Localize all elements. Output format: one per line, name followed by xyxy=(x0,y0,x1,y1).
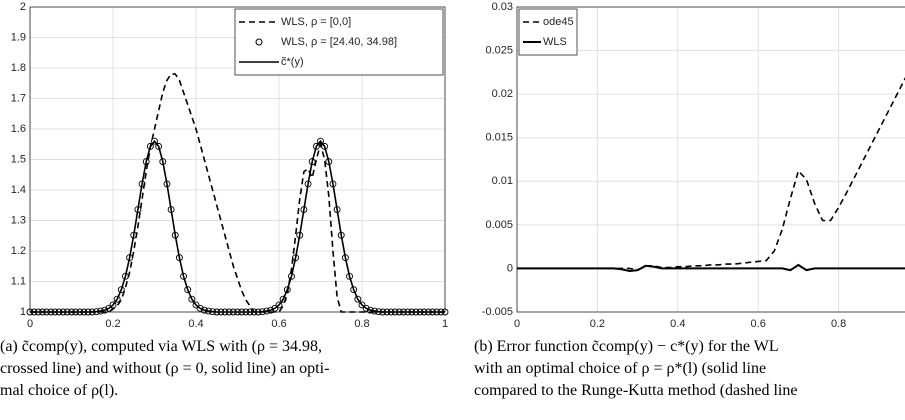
y-tick-label: 0.01 xyxy=(492,175,513,187)
y-tick-label: 1.6 xyxy=(11,123,26,135)
x-tick-label: 0.8 xyxy=(831,318,846,330)
caption-line: mal choice of ρ(l). xyxy=(0,382,119,399)
marker xyxy=(362,304,370,312)
x-tick-label: 1 xyxy=(442,318,448,330)
caption: (b) Error function c̃comp(y) − c*(y) for… xyxy=(474,336,905,402)
caption-line: (a) c̃comp(y), computed via WLS with (ρ … xyxy=(0,338,322,355)
legend-label: WLS xyxy=(543,36,567,48)
legend: ode45 WLS xyxy=(518,8,578,56)
y-tick-label: 0 xyxy=(507,262,513,274)
caption-line: (b) Error function c̃comp(y) − c*(y) for… xyxy=(474,338,779,355)
marker xyxy=(354,295,362,303)
y-tick-label: 1 xyxy=(20,306,26,318)
x-tick-label: 0.2 xyxy=(590,318,605,330)
y-tick-label: -0.005 xyxy=(482,306,513,318)
marker xyxy=(283,286,291,294)
series-line xyxy=(30,139,445,313)
x-tick-label: 0.6 xyxy=(271,318,286,330)
y-tick-label: 1.4 xyxy=(11,184,26,196)
marker xyxy=(151,137,158,145)
series-line xyxy=(517,263,905,273)
x-tick-label: 0.6 xyxy=(751,318,766,330)
y-tick-label: 0.03 xyxy=(492,1,513,13)
x-tick-label: 0 xyxy=(514,318,520,330)
y-tick-label: 0.005 xyxy=(485,219,513,231)
marker xyxy=(192,301,200,309)
y-tick-label: 0.025 xyxy=(485,44,513,56)
x-tick-label: 0.2 xyxy=(105,318,120,330)
y-tick-label: 1.7 xyxy=(11,92,26,104)
y-tick-label: 1.1 xyxy=(11,275,26,287)
marker xyxy=(109,301,117,309)
legend-box xyxy=(518,8,578,56)
y-tick-label: 0.015 xyxy=(485,132,513,144)
series-line xyxy=(517,77,905,272)
marker xyxy=(117,286,125,294)
marker xyxy=(317,137,324,145)
marker xyxy=(184,286,192,294)
y-tick-label: 1.8 xyxy=(11,62,26,74)
y-tick-label: 1.2 xyxy=(11,245,26,257)
y-tick-label: 1.9 xyxy=(11,31,26,43)
caption-line: crossed line) and without (ρ = 0, solid … xyxy=(0,360,330,377)
legend-symbol xyxy=(255,38,263,46)
marker xyxy=(275,301,283,309)
x-tick-label: 0.4 xyxy=(188,318,203,330)
marker xyxy=(358,301,366,309)
y-tick-label: 2 xyxy=(20,1,26,13)
x-tick-label: 0.4 xyxy=(670,318,685,330)
caption-line: with an optimal choice of ρ = ρ*(l) (sol… xyxy=(474,360,767,377)
y-tick-label: 1.3 xyxy=(11,214,26,226)
marker xyxy=(188,295,196,303)
legend-label: c̃*(y) xyxy=(281,56,304,68)
x-tick-label: 0 xyxy=(27,318,33,330)
figure: 1 1.1 1.2 1.3 1.4 1.5 1.6 1.7 1.8 1.9 2 0 0.2 0.4 0.6 0… xyxy=(11,1,905,330)
marker xyxy=(196,304,204,312)
x-tick-label: 0.8 xyxy=(354,318,369,330)
legend-box xyxy=(234,8,444,76)
y-tick-label: 0.02 xyxy=(492,88,513,100)
legend: WLS, ρ = [0,0] WLS, ρ = [24.40, 34.98] c̃*… xyxy=(234,8,444,76)
marker xyxy=(350,286,358,294)
legend-label: ode45 xyxy=(543,16,574,28)
marker xyxy=(105,304,113,312)
y-tick-label: 1.5 xyxy=(11,153,26,165)
series-line xyxy=(30,73,445,313)
legend-label: WLS, ρ = [0,0] xyxy=(281,16,351,28)
marker xyxy=(271,304,279,312)
marker xyxy=(279,295,287,303)
marker xyxy=(113,295,121,303)
caption: (a) c̃comp(y), computed via WLS with (ρ … xyxy=(0,336,450,402)
legend-label: WLS, ρ = [24.40, 34.98] xyxy=(281,36,397,48)
caption-line: compared to the Runge-Kutta method (dash… xyxy=(474,382,798,399)
plot-frame xyxy=(516,6,905,313)
